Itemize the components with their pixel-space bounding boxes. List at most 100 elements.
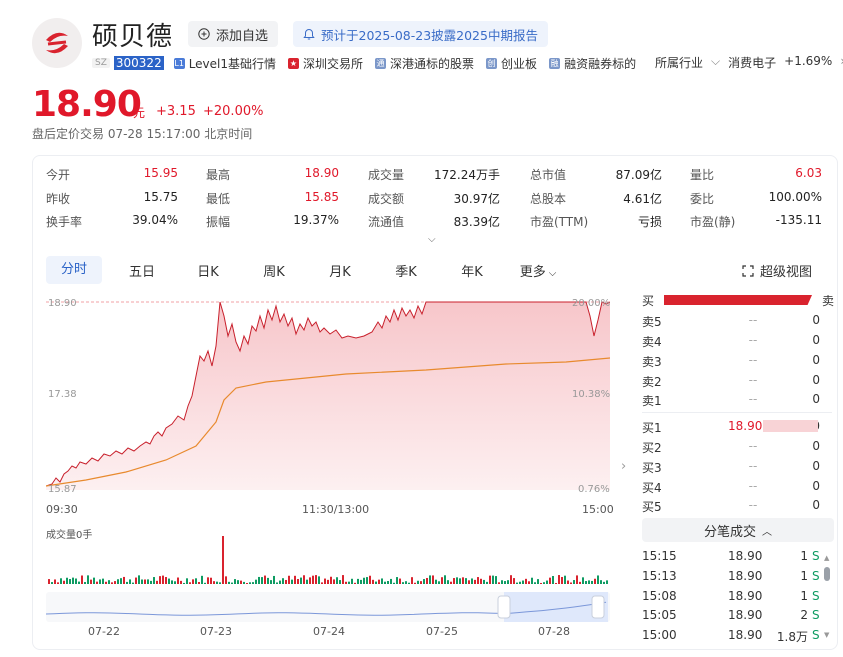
industry-change: +1.69% (784, 54, 833, 68)
volume-bar (207, 577, 209, 584)
volume-bar (480, 578, 482, 584)
order-level-price: -- (748, 353, 758, 367)
volume-label: 成交量0手 (46, 530, 93, 541)
report-notice[interactable]: 预计于2025-08-23披露2025中期报告 (293, 21, 548, 47)
plus-circle-icon (198, 28, 210, 40)
navigator-date: 07-23 (200, 625, 232, 638)
order-book-divider (642, 412, 832, 413)
volume-bar (369, 575, 371, 584)
volume-bar (300, 577, 302, 584)
volume-bar (441, 577, 443, 584)
trade-time: 15:08 (642, 589, 677, 603)
order-level-label: 卖4 (642, 335, 662, 349)
x-label-open: 09:30 (46, 503, 78, 516)
super-view-button[interactable]: 超级视图 (742, 261, 812, 280)
volume-bar (336, 577, 338, 584)
navigator-window[interactable] (504, 592, 608, 622)
volume-bar (177, 577, 179, 584)
tag-board[interactable]: 创创业板 (486, 55, 537, 72)
stat-label: 市盈(TTM) (530, 215, 589, 229)
volume-bar (72, 577, 74, 584)
navigator-right-handle[interactable] (591, 595, 605, 619)
tab-label: 季K (395, 264, 417, 280)
trade-side: S (812, 628, 820, 642)
order-level-price: -- (748, 459, 758, 473)
add-watchlist-button[interactable]: 添加自选 (188, 21, 279, 47)
x-label-close: 15:00 (582, 503, 614, 516)
volume-bar (396, 577, 398, 584)
volume-bar (192, 579, 194, 584)
volume-bar (90, 579, 92, 584)
tag-margin[interactable]: 融融资融券标的 (549, 55, 636, 72)
stat-label: 成交量 (368, 168, 405, 182)
trade-price: 18.90 (728, 608, 763, 622)
tab-6[interactable]: 年K (442, 261, 502, 280)
volume-bar (576, 575, 578, 584)
tab-7[interactable]: 更多 ⌵ (508, 261, 568, 280)
tab-label: 周K (263, 264, 285, 280)
volume-bar (588, 580, 590, 584)
trades-toggle[interactable]: 分笔成交 ︿ (642, 518, 834, 542)
volume-bar (543, 582, 545, 584)
volume-bar (456, 577, 458, 584)
volume-bar (318, 576, 320, 584)
scroll-up-icon[interactable]: ▲ (824, 554, 830, 562)
tag-level1[interactable]: L1 Level1基础行情 (173, 55, 276, 72)
volume-bar (324, 578, 326, 584)
order-level-qty: 0 (812, 439, 820, 453)
tab-4[interactable]: 月K (310, 261, 370, 280)
trades-scrollbar[interactable] (824, 567, 830, 581)
industry-info[interactable]: 所属行业 ⌵ 消费电子 +1.69% › (655, 54, 843, 71)
tab-1[interactable]: 五日 (112, 261, 172, 280)
volume-bar (447, 580, 449, 584)
volume-bar (297, 579, 299, 584)
volume-bar (96, 581, 98, 584)
expand-stats-icon[interactable]: ⌵ (428, 234, 436, 245)
intraday-chart[interactable] (46, 296, 610, 516)
tag-connect[interactable]: 通深港通标的股票 (375, 55, 474, 72)
order-level-price: -- (748, 479, 758, 493)
scroll-down-icon[interactable]: ▼ (824, 631, 830, 639)
volume-bar (180, 580, 182, 584)
volume-bar (201, 575, 203, 584)
volume-bar (252, 582, 254, 584)
expand-right-icon[interactable]: › (621, 459, 627, 474)
tab-0[interactable]: 分时 (46, 256, 102, 284)
volume-bar (51, 582, 53, 584)
order-level-price: 18.90 (728, 419, 763, 433)
stat-label: 总市值 (530, 168, 567, 182)
volume-bar (198, 581, 200, 584)
add-watchlist-label: 添加自选 (216, 28, 269, 44)
volume-bar (183, 582, 185, 584)
trade-time: 15:15 (642, 549, 677, 563)
volume-bar (504, 581, 506, 584)
tab-3[interactable]: 周K (244, 261, 304, 280)
timeline-navigator[interactable] (46, 592, 610, 622)
trade-price: 18.90 (728, 628, 763, 642)
volume-bar (246, 582, 248, 584)
volume-bar (345, 581, 347, 584)
navigator-left-handle[interactable] (497, 595, 511, 619)
tag-label: 深港通标的股票 (390, 56, 475, 71)
volume-bar (540, 582, 542, 584)
fullscreen-icon (742, 264, 754, 277)
order-level-qty: 0 (812, 459, 820, 473)
tag-exchange[interactable]: ★ 深圳交易所 (288, 55, 363, 72)
volume-bar (48, 579, 50, 584)
volume-bar (291, 579, 293, 584)
pct-label-top: 20.00% (572, 298, 611, 309)
stat-label: 量比 (690, 168, 715, 182)
volume-bar (135, 577, 137, 584)
stat-value: 4.61亿 (623, 192, 662, 206)
volume-chart (48, 536, 608, 584)
order-level-price: -- (748, 392, 758, 406)
volume-bar (69, 579, 71, 584)
volume-bar (150, 580, 152, 584)
volume-bar (579, 581, 581, 584)
order-level-price: -- (748, 439, 758, 453)
volume-bar (402, 582, 404, 584)
volume-bar (405, 581, 407, 584)
tab-5[interactable]: 季K (376, 261, 436, 280)
tab-2[interactable]: 日K (178, 261, 238, 280)
tab-label: 更多 (519, 264, 546, 280)
